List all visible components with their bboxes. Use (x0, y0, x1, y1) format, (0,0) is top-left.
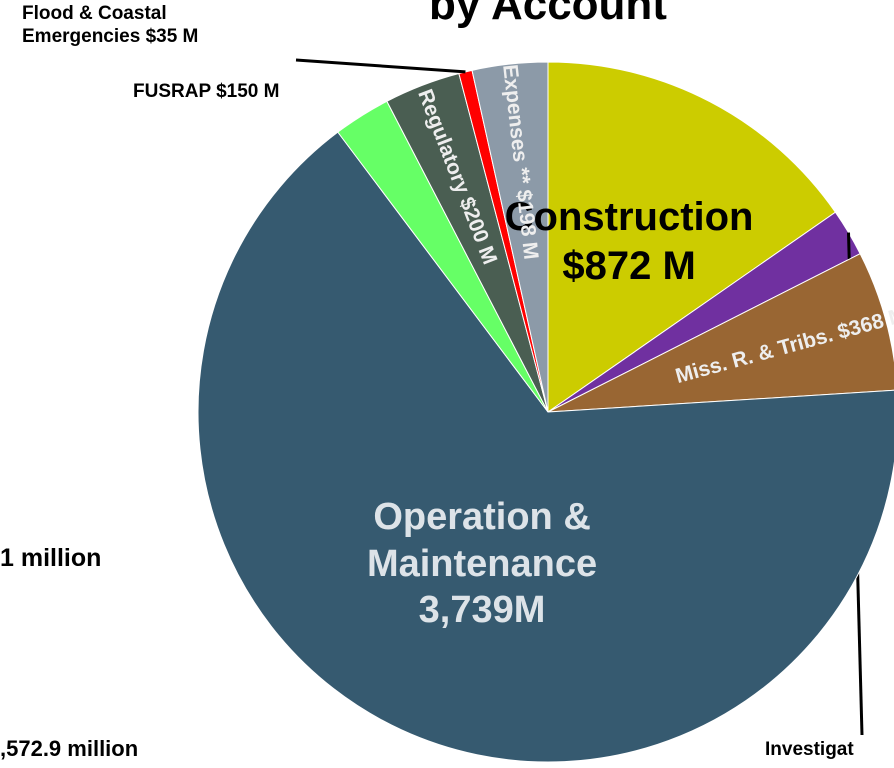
slice-name: Construction (504, 194, 754, 239)
pie-slice (471, 61, 549, 413)
slice-label: Flood & Coastal Emergencies $35 M (22, 2, 212, 48)
slice-label: Investigat (765, 738, 854, 761)
slice-value: $872 M (562, 243, 696, 288)
slice-name: FUSRAP (133, 81, 211, 102)
slice-name: Investigat (765, 739, 854, 760)
slice-value: 3,739M (418, 588, 546, 631)
slice-label: FUSRAP $150 M (133, 80, 279, 103)
slice-label: Construction $872 M (479, 193, 779, 291)
pie-slice (197, 131, 894, 763)
slice-name: Flood & Coastal Emergencies (22, 3, 167, 48)
side-text: ,572.9 million (0, 736, 139, 761)
pie-slice (547, 253, 894, 413)
side-text: 1 million (0, 544, 102, 572)
slice-value: $150 M (216, 81, 280, 102)
chart-title: by Account (429, 0, 667, 29)
slice-name: Operation & Maintenance (366, 496, 598, 585)
leader-line (295, 58, 466, 74)
slice-label: Operation & Maintenance 3,739M (337, 494, 627, 633)
slice-value: $35 M (145, 26, 199, 48)
pie-slice (547, 61, 837, 413)
